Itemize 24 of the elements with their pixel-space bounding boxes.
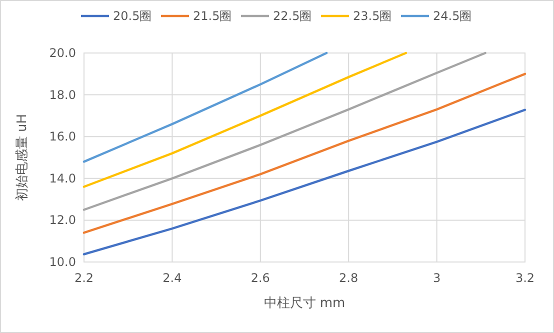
legend-label: 20.5圈: [113, 9, 152, 23]
y-tick-label: 10.0: [49, 255, 76, 269]
x-tick-label: 2.6: [250, 271, 270, 285]
line-series: [82, 52, 328, 163]
x-tick-label: 2.8: [339, 271, 358, 285]
legend-label: 24.5圈: [433, 9, 472, 23]
y-axis-title: 初始电感量 uH: [15, 114, 30, 202]
line-series: [82, 72, 526, 234]
x-tick-label: 3.2: [515, 271, 535, 285]
y-tick-label: 12.0: [49, 213, 76, 228]
y-tick-label: 18.0: [49, 88, 76, 102]
y-tick-label: 20.0: [49, 46, 76, 60]
legend-label: 22.5圈: [273, 9, 312, 23]
x-axis-title: 中柱尺寸 mm: [264, 296, 346, 311]
x-tick-label: 2.2: [74, 271, 94, 285]
y-tick-label: 14.0: [49, 171, 76, 186]
y-tick-label: 16.0: [49, 130, 76, 144]
line-series: [82, 52, 408, 188]
line-series: [82, 108, 526, 256]
line-series: [82, 52, 486, 211]
legend-label: 23.5圈: [353, 9, 392, 23]
legend-label: 21.5圈: [193, 9, 232, 23]
x-tick-label: 2.4: [162, 271, 182, 285]
x-tick-label: 3: [432, 271, 441, 285]
